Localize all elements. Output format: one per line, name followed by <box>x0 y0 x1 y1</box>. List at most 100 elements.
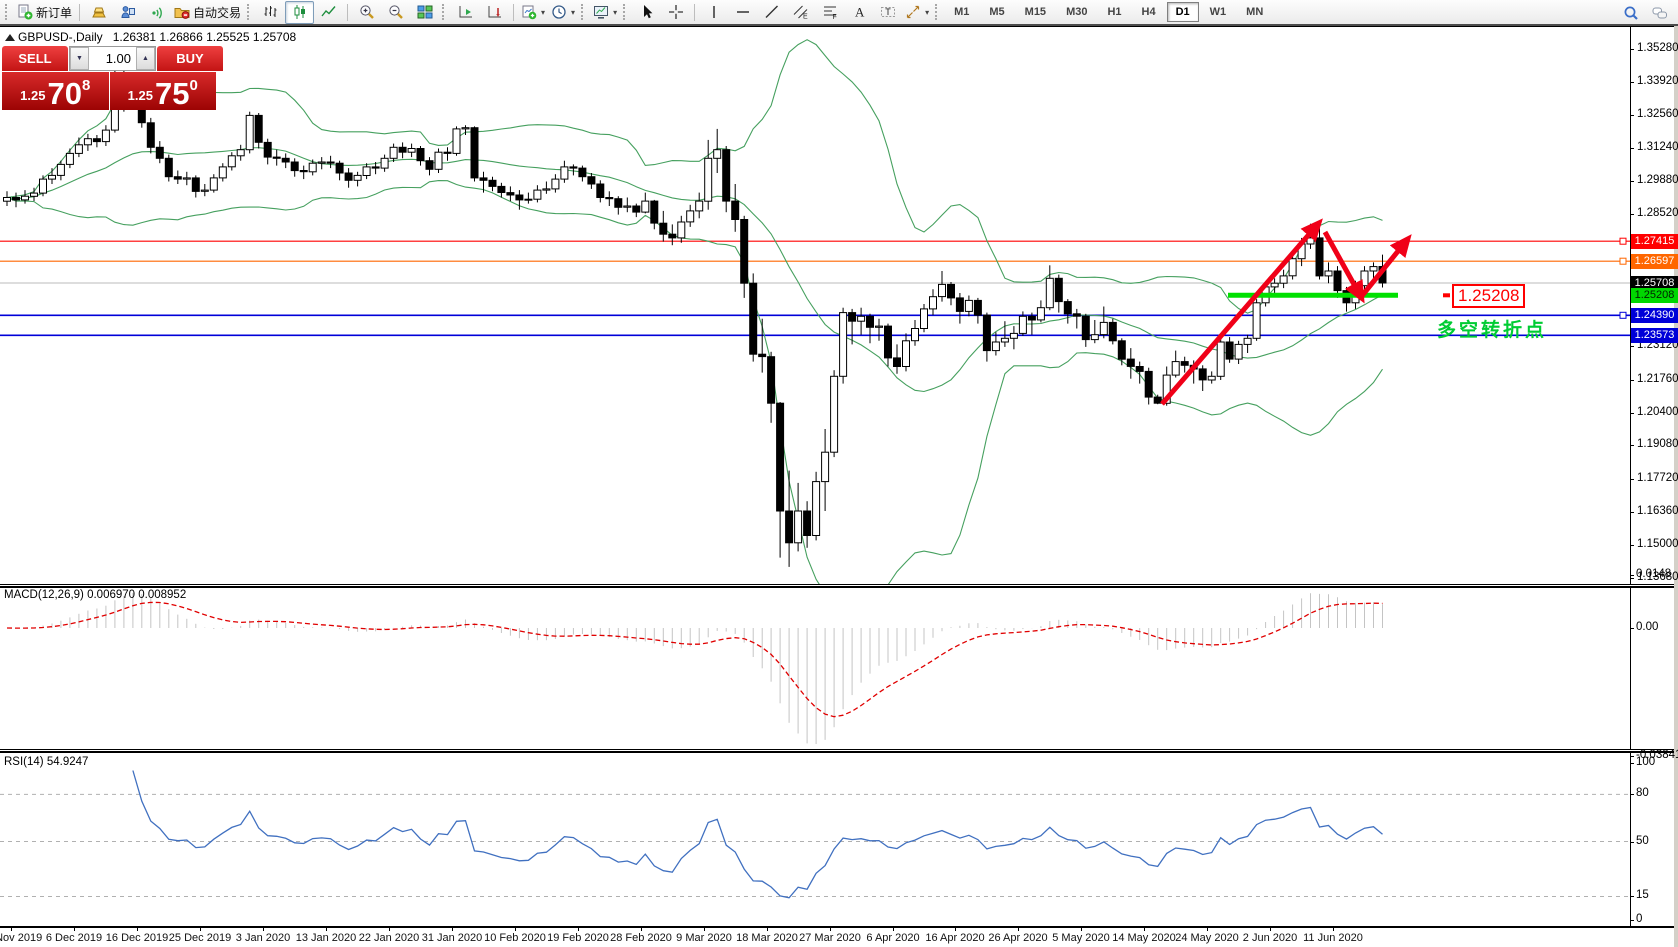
chart-shift-icon <box>459 6 472 18</box>
price-axis-label: 1.33920 <box>1637 75 1678 87</box>
volume-input[interactable] <box>89 47 136 70</box>
hline-icon <box>736 11 749 13</box>
arrows-button[interactable]: ▾ <box>902 1 932 24</box>
toolbar-grip <box>581 4 587 20</box>
price-axis-line <box>1630 26 1631 928</box>
search-button[interactable] <box>1616 1 1645 24</box>
new-chart-icon <box>522 5 537 20</box>
text-button[interactable]: A <box>844 1 873 24</box>
new-chart-button[interactable]: ▾ <box>518 1 548 24</box>
timeframe-w1[interactable]: W1 <box>1209 6 1227 18</box>
fibonacci-icon: F <box>823 6 836 20</box>
time-axis-tick <box>955 926 956 931</box>
zoom-out-button[interactable] <box>381 1 410 24</box>
timeframe-mn[interactable]: MN <box>1246 6 1264 18</box>
time-axis-label: 24 May 2020 <box>1175 932 1239 944</box>
volume-decrease-button[interactable]: ▼ <box>70 47 89 70</box>
timeframe-h1[interactable]: H1 <box>1107 6 1122 18</box>
timeframe-h4[interactable]: H4 <box>1141 6 1156 18</box>
rsi-canvas[interactable] <box>0 753 1630 926</box>
buy-price-button[interactable]: 1.25 75 0 <box>109 72 216 110</box>
svg-text:F: F <box>832 14 836 20</box>
price-axis-label: 1.31240 <box>1637 141 1678 153</box>
channel-icon: E <box>793 5 808 21</box>
price-badge: 1.27415 <box>1631 234 1678 249</box>
toolbar-grip <box>935 4 941 20</box>
timeframe-m15[interactable]: M15 <box>1024 6 1047 18</box>
price-chart-canvas[interactable] <box>0 26 1630 585</box>
time-axis-label: 14 May 2020 <box>1112 932 1176 944</box>
cursor-button[interactable] <box>632 1 661 24</box>
buy-button[interactable]: BUY <box>157 46 223 71</box>
timeframe-d1[interactable]: D1 <box>1166 2 1199 22</box>
line-chart-button[interactable] <box>314 1 343 24</box>
market-watch-button[interactable] <box>113 1 142 24</box>
time-axis-label: 13 Jan 2020 <box>295 932 357 944</box>
fibonacci-button[interactable]: F <box>815 1 844 24</box>
templates-button[interactable]: ▾ <box>590 1 620 24</box>
chart-top-border <box>0 26 1674 27</box>
macd-canvas[interactable] <box>0 588 1630 749</box>
price-axis-tick <box>1630 82 1634 83</box>
chevron-down-icon: ▾ <box>571 7 576 17</box>
price-axis-tick <box>1630 413 1634 414</box>
rsi-axis-label: 15 <box>1636 889 1649 901</box>
horizontal-line-button[interactable] <box>728 1 757 24</box>
toolbar-grip <box>442 4 448 20</box>
svg-text:E: E <box>803 14 808 21</box>
time-axis-tick <box>1144 926 1145 931</box>
rsi-axis-label: 80 <box>1636 787 1649 799</box>
svg-text:T: T <box>885 7 891 17</box>
clock-icon <box>552 5 566 19</box>
text-label-button[interactable]: T <box>873 1 902 24</box>
toolbar-grip <box>623 4 629 20</box>
price-axis-tick <box>1630 545 1634 546</box>
one-click-toggle[interactable] <box>5 34 15 41</box>
price-axis-label: 1.13680 <box>1637 571 1678 583</box>
auto-scroll-button[interactable] <box>480 1 509 24</box>
zoom-in-button[interactable] <box>352 1 381 24</box>
signals-button[interactable] <box>142 1 171 24</box>
trendline-button[interactable] <box>757 1 786 24</box>
auto-trading-button[interactable]: 自动交易 <box>171 1 244 24</box>
time-axis-tick <box>452 926 453 931</box>
macd-panel-separator[interactable] <box>0 584 1674 588</box>
toolbar-right-icons <box>1616 1 1674 24</box>
time-axis-label: 27 Nov 2019 <box>0 932 43 944</box>
chat-button[interactable] <box>1645 1 1674 24</box>
sell-price-pip: 8 <box>81 77 91 94</box>
toolbar-separator <box>694 3 696 21</box>
volume-increase-button[interactable]: ▲ <box>136 47 155 70</box>
tile-windows-button[interactable] <box>410 1 439 24</box>
rsi-axis-tick <box>1630 896 1634 897</box>
vline-icon <box>712 6 715 18</box>
rsi-panel-separator[interactable] <box>0 749 1674 753</box>
bar-chart-button[interactable] <box>256 1 285 24</box>
timeframe-m30[interactable]: M30 <box>1066 6 1088 18</box>
crosshair-button[interactable] <box>661 1 690 24</box>
search-icon <box>1624 6 1638 20</box>
rsi-axis-label: 100 <box>1636 756 1656 768</box>
time-axis-label: 26 Apr 2020 <box>988 932 1048 944</box>
deposit-button[interactable] <box>84 1 113 24</box>
price-axis-tick <box>1630 578 1634 579</box>
sell-button[interactable]: SELL <box>2 46 68 71</box>
time-axis-tick <box>1333 926 1334 931</box>
macd-axis-label: 0.0148 <box>1636 568 1672 580</box>
time-axis-tick <box>326 926 327 931</box>
time-axis-label: 6 Dec 2019 <box>45 932 103 944</box>
auto-trading-button-label: 自动交易 <box>193 5 242 20</box>
timeframe-m1[interactable]: M1 <box>954 6 970 18</box>
channel-button[interactable]: E <box>786 1 815 24</box>
timeframe-m5[interactable]: M5 <box>989 6 1005 18</box>
person-icon <box>121 6 135 18</box>
macd-axis-tick <box>1630 756 1634 757</box>
new-order-button[interactable]: 新订单 <box>14 1 75 24</box>
chart-shift-button[interactable] <box>451 1 480 24</box>
time-axis-label: 10 Feb 2020 <box>484 932 546 944</box>
periods-button[interactable]: ▾ <box>548 1 578 24</box>
vertical-line-button[interactable] <box>699 1 728 24</box>
sell-price-big: 70 <box>47 75 82 111</box>
sell-price-button[interactable]: 1.25 70 8 <box>2 72 109 110</box>
candle-chart-button[interactable] <box>285 0 315 24</box>
